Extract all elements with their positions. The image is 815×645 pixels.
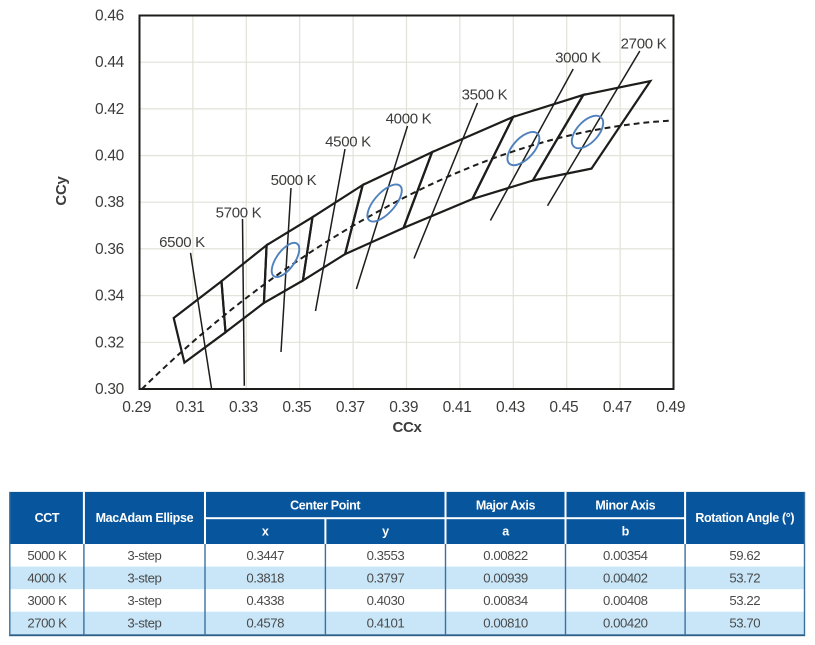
svg-text:3-step: 3-step — [127, 548, 161, 563]
svg-text:x: x — [262, 525, 269, 539]
svg-text:0.4338: 0.4338 — [246, 593, 284, 608]
svg-text:0.4030: 0.4030 — [367, 593, 405, 608]
svg-text:0.49: 0.49 — [656, 399, 685, 416]
svg-text:4000 K: 4000 K — [386, 111, 432, 128]
svg-text:0.42: 0.42 — [95, 101, 124, 118]
svg-text:0.37: 0.37 — [336, 399, 365, 416]
svg-text:3-step: 3-step — [127, 593, 161, 608]
svg-text:3000 K: 3000 K — [27, 593, 67, 608]
svg-text:0.00822: 0.00822 — [483, 548, 528, 563]
svg-text:2700 K: 2700 K — [27, 616, 67, 631]
svg-text:y: y — [382, 525, 389, 539]
svg-text:CCy: CCy — [53, 175, 70, 205]
svg-text:5000 K: 5000 K — [271, 172, 317, 189]
svg-text:0.43: 0.43 — [496, 399, 525, 416]
svg-text:6500 K: 6500 K — [159, 234, 205, 251]
svg-text:4000 K: 4000 K — [27, 571, 67, 586]
svg-text:0.3818: 0.3818 — [246, 571, 284, 586]
svg-text:0.00420: 0.00420 — [603, 616, 648, 631]
svg-text:0.46: 0.46 — [95, 8, 124, 25]
svg-text:5000 K: 5000 K — [27, 548, 67, 563]
svg-text:0.35: 0.35 — [282, 399, 311, 416]
svg-text:3-step: 3-step — [127, 571, 161, 586]
svg-text:0.44: 0.44 — [95, 54, 125, 71]
svg-text:0.36: 0.36 — [95, 241, 124, 258]
svg-text:0.00810: 0.00810 — [483, 616, 528, 631]
svg-text:0.38: 0.38 — [95, 194, 124, 211]
svg-text:Major Axis: Major Axis — [476, 499, 536, 513]
svg-text:0.40: 0.40 — [95, 148, 125, 165]
svg-text:b: b — [622, 525, 630, 539]
svg-text:0.00354: 0.00354 — [603, 548, 648, 563]
svg-text:MacAdam Ellipse: MacAdam Ellipse — [96, 511, 194, 525]
svg-text:59.62: 59.62 — [729, 548, 760, 563]
svg-text:53.22: 53.22 — [729, 593, 760, 608]
svg-text:CCx: CCx — [392, 419, 422, 436]
svg-text:CCT: CCT — [35, 511, 60, 525]
svg-text:53.70: 53.70 — [729, 616, 760, 631]
svg-text:0.34: 0.34 — [95, 288, 125, 305]
svg-text:4500 K: 4500 K — [325, 134, 371, 151]
svg-text:0.32: 0.32 — [95, 334, 124, 351]
svg-text:0.3447: 0.3447 — [246, 548, 284, 563]
svg-text:2700 K: 2700 K — [621, 36, 667, 53]
svg-text:5700 K: 5700 K — [216, 205, 262, 222]
svg-text:Rotation Angle (°): Rotation Angle (°) — [695, 511, 794, 525]
svg-text:Center Point: Center Point — [290, 499, 361, 513]
svg-text:3500 K: 3500 K — [462, 87, 508, 104]
svg-text:0.3553: 0.3553 — [367, 548, 405, 563]
svg-text:0.4101: 0.4101 — [367, 616, 405, 631]
svg-text:0.39: 0.39 — [389, 399, 418, 416]
svg-text:3000 K: 3000 K — [555, 50, 601, 67]
svg-text:0.33: 0.33 — [229, 399, 258, 416]
svg-text:0.29: 0.29 — [122, 399, 151, 416]
svg-text:0.4578: 0.4578 — [246, 616, 284, 631]
svg-text:0.00834: 0.00834 — [483, 593, 528, 608]
svg-text:0.30: 0.30 — [95, 381, 125, 398]
svg-text:0.47: 0.47 — [603, 399, 632, 416]
svg-text:0.00939: 0.00939 — [483, 571, 528, 586]
svg-text:53.72: 53.72 — [729, 571, 760, 586]
svg-text:0.41: 0.41 — [443, 399, 472, 416]
svg-text:0.3797: 0.3797 — [367, 571, 405, 586]
svg-text:0.31: 0.31 — [176, 399, 205, 416]
svg-text:0.45: 0.45 — [549, 399, 578, 416]
svg-text:0.00402: 0.00402 — [603, 571, 648, 586]
svg-text:Minor Axis: Minor Axis — [595, 499, 655, 513]
svg-text:3-step: 3-step — [127, 616, 161, 631]
svg-text:0.00408: 0.00408 — [603, 593, 648, 608]
svg-text:a: a — [502, 525, 510, 539]
